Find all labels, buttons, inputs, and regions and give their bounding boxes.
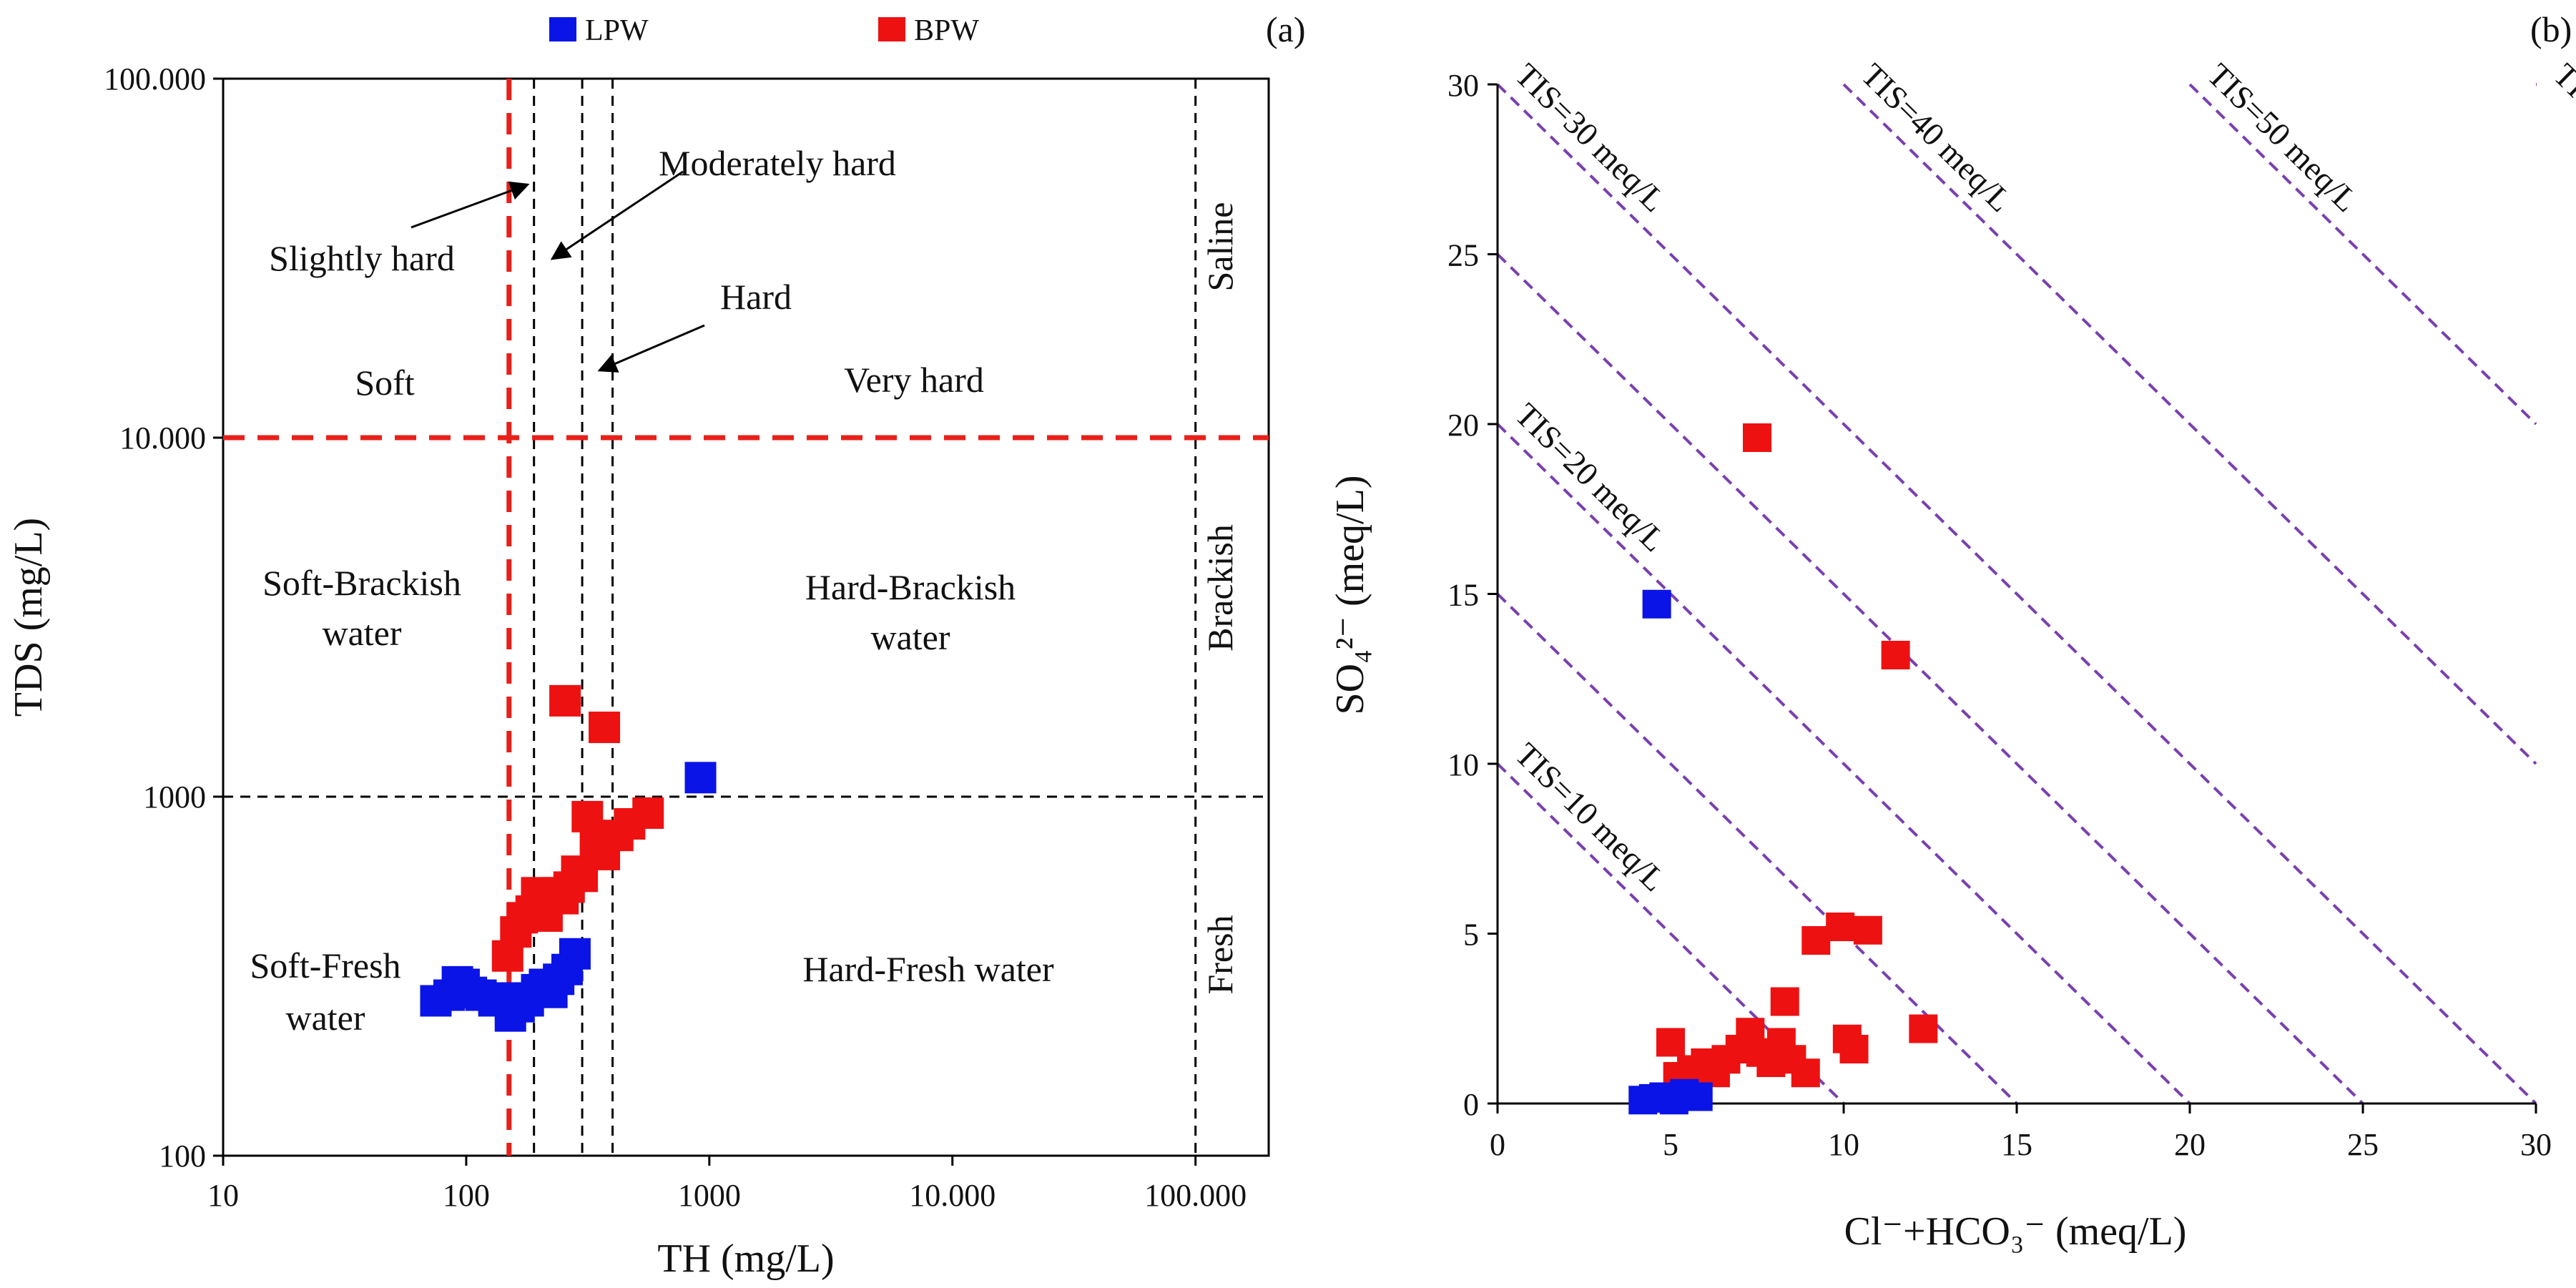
- y-tick-label: 0: [1463, 1087, 1479, 1122]
- region-label-brackish: Brackish: [1200, 524, 1240, 652]
- region-label-hard-brackish-water: water: [870, 617, 950, 657]
- data-point-lpw: [1642, 589, 1671, 619]
- region-label-very-hard: Very hard: [844, 360, 984, 400]
- data-point-bpw: [632, 797, 664, 829]
- tis-label-50: TIS=50 meq/L: [2201, 56, 2365, 219]
- panel-b-y-axis-title: SO₄²⁻ (meq/L): [1328, 476, 1372, 715]
- region-label-soft-brackish: Soft-Brackish: [262, 563, 461, 603]
- panel-b-chart: (b) TIS=10 meq/L TIS=20 meq/L TIS=30 meq/L…: [1328, 9, 2576, 1254]
- region-label-hard-brackish: Hard-Brackish: [805, 567, 1016, 607]
- region-label-hard-fresh: Hard-Fresh water: [802, 949, 1054, 989]
- tis-line-40: [1842, 83, 2537, 765]
- region-label-saline: Saline: [1200, 202, 1240, 292]
- panel-b-points: [1628, 423, 1938, 1115]
- region-label-soft: Soft: [355, 363, 414, 403]
- region-label-fresh: Fresh: [1200, 915, 1240, 994]
- tis-label-40: TIS=40 meq/L: [1854, 56, 2019, 219]
- data-point-bpw: [1801, 926, 1831, 955]
- x-tick-label: 30: [2520, 1127, 2552, 1162]
- panel-b-x-axis-title: Cl⁻+HCO₃⁻ (meq/L): [1844, 1209, 2187, 1254]
- tis-label-60: TIS=60 meq/L: [2547, 56, 2576, 219]
- data-point-bpw: [549, 684, 581, 717]
- panel-a-x-ticks: 10 100 1000 10.000 100.000: [207, 1156, 1247, 1213]
- region-label-soft-fresh-water: water: [285, 998, 365, 1038]
- y-tick-label: 15: [1447, 578, 1479, 613]
- x-tick-label: 25: [2347, 1127, 2379, 1162]
- y-tick-label: 20: [1447, 408, 1479, 443]
- data-point-bpw: [589, 712, 621, 744]
- region-label-moderately-hard: Moderately hard: [659, 143, 896, 183]
- x-tick-label: 100.000: [1144, 1178, 1247, 1213]
- legend-label-lpw: LPW: [585, 14, 649, 47]
- panel-a-points: [420, 684, 717, 1032]
- region-label-hard: Hard: [720, 277, 792, 317]
- data-point-bpw: [1770, 987, 1799, 1016]
- panel-a-reference-lines: [223, 79, 1269, 1156]
- tis-line-50: [2188, 83, 2537, 426]
- data-point-lpw: [559, 938, 591, 970]
- data-point-lpw: [1683, 1082, 1713, 1111]
- y-tick-label: 25: [1447, 238, 1479, 273]
- panel-a-label: (a): [1266, 9, 1306, 49]
- region-label-soft-fresh: Soft-Fresh: [250, 945, 400, 985]
- tis-label-30: TIS=30 meq/L: [1508, 56, 1673, 219]
- data-point-bpw: [1909, 1014, 1938, 1043]
- x-tick-label: 10: [1828, 1127, 1859, 1162]
- tis-label-10: TIS=10 meq/L: [1508, 736, 1673, 898]
- y-tick-label: 100: [159, 1139, 206, 1174]
- x-tick-label: 0: [1490, 1127, 1505, 1162]
- data-point-bpw: [1791, 1058, 1820, 1088]
- region-label-slightly-hard: Slightly hard: [269, 238, 455, 278]
- panel-a-chart: (a) 10 100 1000 10.000 100.000 100100010.000…: [6, 9, 1306, 1281]
- tis-line-10: [1496, 762, 1845, 1105]
- x-tick-label: 20: [2174, 1127, 2206, 1162]
- x-tick-label: 10.000: [909, 1178, 996, 1213]
- data-point-bpw: [1656, 1028, 1685, 1057]
- legend-swatch-bpw: [878, 17, 905, 41]
- panel-a-y-axis-title: TDS (mg/L): [6, 518, 51, 717]
- legend-label-bpw: BPW: [914, 14, 979, 47]
- panel-b-label: (b): [2530, 9, 2572, 49]
- data-point-bpw: [571, 800, 604, 832]
- panel-a-x-axis-title: TH (mg/L): [657, 1237, 834, 1281]
- x-tick-label: 5: [1663, 1127, 1678, 1162]
- panel-b-tis-lines: TIS=10 meq/L TIS=20 meq/L TIS=30 meq/L TIS=…: [1496, 56, 2576, 1105]
- data-point-lpw: [684, 762, 717, 794]
- tis-line-30: [1496, 83, 2537, 1105]
- arrow-moderately-hard: [550, 170, 684, 260]
- y-tick-label: 30: [1447, 68, 1479, 103]
- y-tick-label: 1000: [143, 780, 206, 815]
- y-tick-label: 100.000: [104, 62, 206, 97]
- panel-b-x-ticks: 0 5 10 15 20 25 30: [1490, 1103, 2552, 1162]
- tis-label-20: TIS=20 meq/L: [1508, 396, 1673, 559]
- legend-swatch-lpw: [549, 17, 576, 41]
- panel-a-y-ticks: 100 1000 10.000 100.000: [104, 62, 223, 1174]
- x-tick-label: 10: [207, 1178, 239, 1213]
- region-label-soft-brackish-water: water: [322, 613, 401, 653]
- panel-a-plot-frame: [222, 77, 1270, 1157]
- y-tick-label: 5: [1463, 918, 1479, 953]
- data-point-bpw: [1853, 915, 1882, 945]
- panel-b-y-ticks: 0 5 10 15 20 25 30: [1447, 68, 1498, 1122]
- data-point-bpw: [1881, 641, 1910, 669]
- data-point-bpw: [1839, 1035, 1869, 1063]
- x-tick-label: 100: [443, 1178, 490, 1213]
- arrow-hard: [597, 324, 705, 373]
- tis-line-25: [1496, 253, 2364, 1105]
- y-tick-label: 10: [1447, 747, 1479, 782]
- legend: LPW BPW: [549, 14, 979, 47]
- data-point-bpw: [1743, 423, 1771, 452]
- x-tick-label: 15: [2001, 1127, 2032, 1162]
- x-tick-label: 1000: [678, 1178, 741, 1213]
- y-tick-label: 10.000: [119, 421, 206, 456]
- tis-line-20: [1496, 423, 2191, 1105]
- arrow-slightly-hard: [411, 181, 530, 229]
- data-point-bpw: [1826, 913, 1855, 941]
